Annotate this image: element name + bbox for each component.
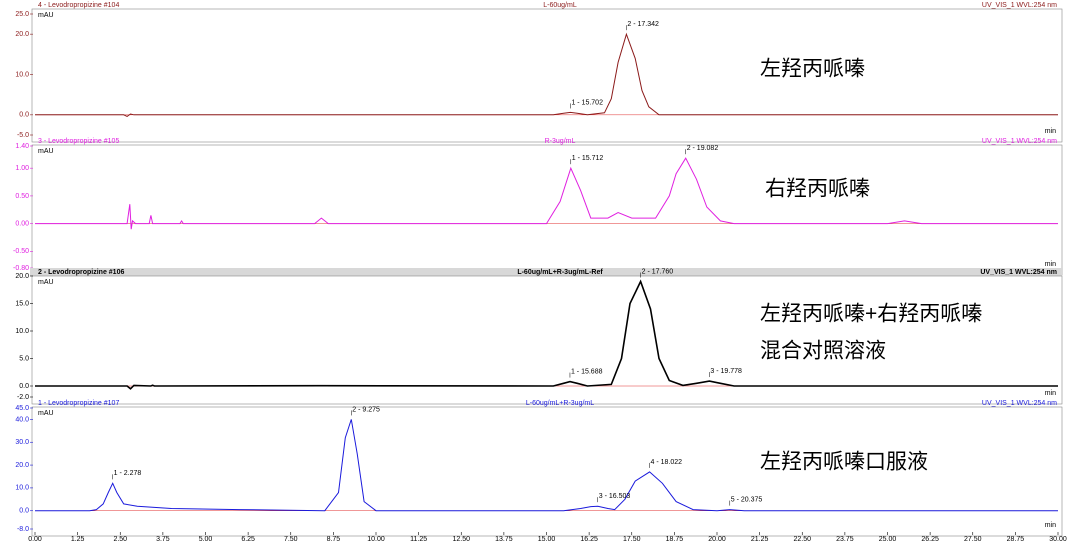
annotation: 左羟丙哌嗪口服液 <box>760 451 928 474</box>
peak-label: 1 - 2.278 <box>114 470 142 477</box>
x-tick-label: 6.25 <box>241 536 255 543</box>
y-tick-label: 20.0 <box>15 273 29 280</box>
y-tick-label: 40.0 <box>15 416 29 423</box>
panel-title: 2 - Levodropropizine #106 <box>38 269 124 276</box>
peak-label: 1 - 15.688 <box>571 368 603 375</box>
x-tick-label: 16.25 <box>580 536 598 543</box>
panel-detector: UV_VIS_1 WVL:254 nm <box>982 2 1057 9</box>
y-tick-label: 0.0 <box>19 508 29 515</box>
panel-detector: UV_VIS_1 WVL:254 nm <box>980 269 1057 276</box>
peak-label: 1 - 15.702 <box>571 99 603 106</box>
x-tick-label: 10.00 <box>367 536 385 543</box>
x-tick-label: 27.50 <box>964 536 982 543</box>
x-tick-label: 20.00 <box>708 536 726 543</box>
x-tick-label: 25.00 <box>879 536 897 543</box>
trace <box>35 279 1058 390</box>
x-tick-label: 18.75 <box>666 536 684 543</box>
panel-subtitle: R-3ug/mL <box>545 138 576 145</box>
peak-label: 2 - 17.342 <box>627 21 659 28</box>
x-axis-label: min <box>1045 522 1056 529</box>
y-tick-label: 0.0 <box>19 383 29 390</box>
x-tick-label: 1.25 <box>71 536 85 543</box>
y-tick-label: -5.0 <box>17 132 29 139</box>
y-tick-label: -2.0 <box>17 394 29 401</box>
x-tick-label: 30.00 <box>1049 536 1067 543</box>
peak-label: 5 - 20.375 <box>731 496 763 503</box>
y-tick-label: 10.0 <box>15 485 29 492</box>
panel-detector: UV_VIS_1 WVL:254 nm <box>982 138 1057 145</box>
y-tick-label: 5.0 <box>19 355 29 362</box>
y-axis-label: mAU <box>38 148 54 155</box>
x-tick-label: 12.50 <box>452 536 470 543</box>
peak-label: 2 - 17.760 <box>642 268 674 275</box>
plot-frame <box>31 275 1063 405</box>
panel-title: 4 - Levodropropizine #104 <box>38 2 119 9</box>
y-tick-label: 10.0 <box>15 71 29 78</box>
plot-frame <box>31 144 1063 276</box>
panel-title: 1 - Levodropropizine #107 <box>38 400 119 407</box>
y-axis-label: mAU <box>38 279 54 286</box>
y-tick-label: 30.0 <box>15 439 29 446</box>
trace <box>35 157 1058 230</box>
x-tick-label: 28.75 <box>1007 536 1025 543</box>
x-tick-label: 21.25 <box>751 536 769 543</box>
x-tick-label: 11.25 <box>410 536 427 543</box>
y-tick-label: 45.0 <box>15 405 29 412</box>
peak-label: 3 - 16.503 <box>599 493 631 500</box>
x-tick-label: 23.75 <box>836 536 854 543</box>
panel-subtitle: L-60ug/mL+R-3ug/mL-Ref <box>517 269 603 276</box>
panel-title: 3 - Levodropropizine #105 <box>38 138 119 145</box>
x-tick-label: 5.00 <box>199 536 213 543</box>
x-tick-label: 3.75 <box>156 536 170 543</box>
y-tick-label: 0.50 <box>15 193 29 200</box>
x-tick-label: 22.50 <box>793 536 811 543</box>
y-tick-label: 15.0 <box>15 300 29 307</box>
header-bar <box>30 268 1062 276</box>
peak-label: 2 - 19.082 <box>687 145 719 152</box>
panel-subtitle: L-60ug/mL <box>543 2 577 9</box>
y-tick-label: 20.0 <box>15 462 29 469</box>
x-tick-label: 26.25 <box>921 536 939 543</box>
y-tick-label: 1.40 <box>15 143 29 150</box>
plot-frame <box>31 8 1063 143</box>
y-tick-label: 25.0 <box>15 11 29 18</box>
trace <box>35 32 1058 117</box>
x-tick-label: 2.50 <box>113 536 127 543</box>
annotation: 左羟丙哌嗪+右羟丙哌嗪 <box>760 303 982 326</box>
y-tick-label: -0.50 <box>13 248 29 255</box>
annotation: 右羟丙哌嗪 <box>765 178 870 201</box>
x-axis-label: min <box>1045 128 1056 135</box>
y-tick-label: 0.0 <box>19 112 29 119</box>
x-axis-label: min <box>1045 261 1056 268</box>
y-tick-label: 0.00 <box>15 220 29 227</box>
x-tick-label: 8.75 <box>327 536 341 543</box>
y-axis-label: mAU <box>38 12 54 19</box>
peak-label: 3 - 19.778 <box>710 368 742 375</box>
annotation: 左羟丙哌嗪 <box>760 58 865 81</box>
peak-label: 2 - 9.275 <box>352 406 380 413</box>
peak-label: 4 - 18.022 <box>651 459 683 466</box>
x-axis-label: min <box>1045 390 1056 397</box>
panel-detector: UV_VIS_1 WVL:254 nm <box>982 400 1057 407</box>
y-tick-label: 1.00 <box>15 165 29 172</box>
trace <box>35 419 1058 512</box>
panel-subtitle: L-60ug/mL+R-3ug/mL <box>526 400 594 407</box>
x-tick-label: 7.50 <box>284 536 298 543</box>
y-axis-label: mAU <box>38 410 54 417</box>
peak-label: 1 - 15.712 <box>572 155 604 162</box>
annotation: 混合对照溶液 <box>760 340 886 363</box>
x-tick-label: 15.00 <box>538 536 556 543</box>
y-tick-label: -0.80 <box>13 265 29 272</box>
x-tick-label: 17.50 <box>623 536 641 543</box>
y-tick-label: 10.0 <box>15 328 29 335</box>
x-tick-label: 0.00 <box>28 536 42 543</box>
x-tick-label: 13.75 <box>495 536 513 543</box>
plot-frame <box>31 406 1063 537</box>
y-tick-label: -8.0 <box>17 526 29 533</box>
y-tick-label: 20.0 <box>15 31 29 38</box>
